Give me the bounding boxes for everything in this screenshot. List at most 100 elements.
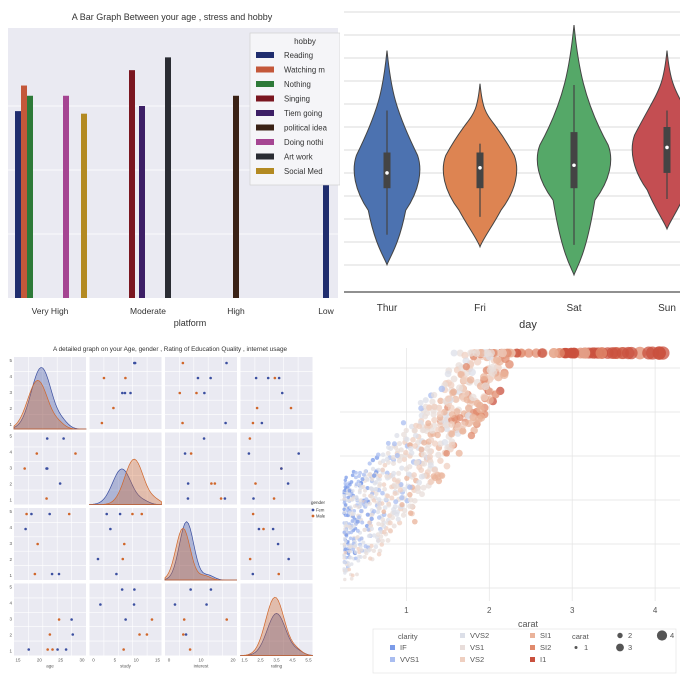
- scatter-point: [348, 482, 352, 487]
- scatter-point: [412, 432, 419, 439]
- scatter-point: [587, 347, 599, 359]
- bar-legend-label-social-med: Social Med: [284, 167, 323, 176]
- pair-cell-age-age: 1 2 3 4 5: [9, 357, 87, 430]
- scatter-x-tick-3: 3: [570, 606, 575, 615]
- scatter-point: [428, 427, 436, 434]
- scatter-point: [391, 441, 397, 447]
- pair-cell-rating-rating: 1.5 2.5 3.5 4.5 5.5 rating: [240, 583, 313, 669]
- pair-point: [100, 421, 104, 425]
- scatter-point: [480, 393, 489, 402]
- scatter-point: [480, 373, 488, 381]
- scatter-point: [374, 479, 379, 485]
- pair-point: [121, 557, 125, 561]
- pair-y-tick: 5: [9, 509, 12, 514]
- pair-point: [57, 618, 61, 621]
- scatter-point: [461, 351, 469, 360]
- scatter-point: [477, 406, 485, 414]
- scatter-point: [491, 390, 500, 399]
- pair-point: [123, 391, 127, 395]
- scatter-point: [431, 403, 438, 410]
- scatter-point: [353, 475, 358, 480]
- pair-y-tick: 3: [9, 541, 12, 546]
- pair-cell-bg: [14, 508, 86, 580]
- scatter-point: [353, 504, 357, 508]
- scatter-point: [366, 527, 371, 532]
- scatter-point: [464, 404, 473, 412]
- scatter-point: [406, 471, 412, 477]
- pair-plot: A detailed graph on your Age, gender , R…: [9, 346, 325, 669]
- pair-point: [277, 572, 281, 576]
- scatter-point: [350, 489, 355, 493]
- pair-point: [62, 437, 65, 440]
- scatter-point: [467, 431, 476, 440]
- violin-median-sat: [572, 163, 576, 168]
- pair-x-tick: 0: [168, 658, 171, 663]
- scatter-point: [444, 395, 452, 403]
- scatter-point: [403, 449, 409, 456]
- pair-point: [280, 467, 283, 470]
- scatter-point: [437, 397, 444, 405]
- scatter-point: [447, 404, 455, 412]
- pair-point: [24, 527, 27, 531]
- pair-point: [118, 512, 122, 516]
- bar-art-work-moderate: [165, 57, 171, 298]
- pair-point: [122, 542, 126, 546]
- pair-y-tick: 4: [9, 450, 12, 455]
- scatter-point: [342, 542, 347, 547]
- bar-legend-label-political-idea: political idea: [284, 124, 328, 133]
- scatter-point: [358, 470, 363, 475]
- pair-y-tick: 2: [9, 633, 12, 638]
- scatter-point: [524, 348, 534, 358]
- pair-point: [251, 572, 255, 576]
- scatter-point: [566, 347, 577, 359]
- pair-point: [102, 376, 106, 380]
- scatter-point: [395, 516, 401, 522]
- scatter-point: [346, 492, 351, 496]
- pair-point: [58, 482, 62, 485]
- scatter-point: [343, 503, 348, 507]
- scatter-legend: clarity carat IF VVS1 VVS2 VS1 VS2 SI1 SI2 I1 1 2…: [372, 628, 677, 674]
- pair-point: [45, 437, 49, 440]
- pair-cell-interest-interest: [164, 508, 237, 581]
- pair-point: [219, 497, 223, 500]
- scatter-legend-label-vs1: VS1: [470, 643, 484, 652]
- bar-legend-title: hobby: [294, 37, 316, 46]
- scatter-point: [352, 524, 356, 529]
- bar-legend: hobby Reading Watching m Nothing Singing Tie…: [249, 32, 340, 186]
- bar-legend-label-doing-nothi: Doing nothi: [284, 138, 324, 147]
- scatter-point: [371, 509, 377, 514]
- scatter-point: [384, 456, 390, 462]
- pair-cell-bg: [240, 432, 313, 505]
- scatter-chart: 1 2 3 4 carat clarity carat IF VVS1 VVS2 VS1 VS…: [340, 346, 680, 674]
- scatter-point: [365, 512, 370, 517]
- scatter-point: [419, 491, 425, 498]
- scatter-point: [375, 532, 381, 537]
- scatter-point: [434, 431, 441, 439]
- pair-point: [286, 482, 290, 485]
- pair-cell-bg: [14, 583, 86, 656]
- scatter-point: [426, 448, 433, 455]
- pair-kde-male-age: [13, 380, 87, 430]
- scatter-point: [346, 495, 351, 500]
- pair-x-tick: 2.5: [257, 658, 264, 663]
- pair-point: [189, 588, 192, 591]
- bar-doing-nothi-very-high: [63, 95, 69, 298]
- scatter-point: [462, 363, 470, 371]
- pair-point: [224, 421, 227, 425]
- scatter-point: [376, 497, 382, 502]
- scatter-legend-label-vs2: VS2: [470, 655, 484, 664]
- pair-point: [51, 648, 54, 651]
- scatter-point: [387, 520, 393, 526]
- bar-legend-swatch-nothing: [256, 81, 274, 87]
- pair-point: [213, 482, 217, 485]
- pair-point: [225, 361, 228, 365]
- pairplot-legend-label-fem: Fem: [316, 508, 325, 513]
- pair-cell-study-study: [89, 432, 162, 505]
- scatter-point: [411, 472, 417, 478]
- scatter-point: [380, 517, 386, 523]
- scatter-point: [455, 449, 463, 457]
- scatter-point: [342, 510, 347, 515]
- scatter-point: [362, 493, 367, 498]
- scatter-point: [382, 486, 387, 492]
- pair-x-label-study: study: [120, 664, 132, 669]
